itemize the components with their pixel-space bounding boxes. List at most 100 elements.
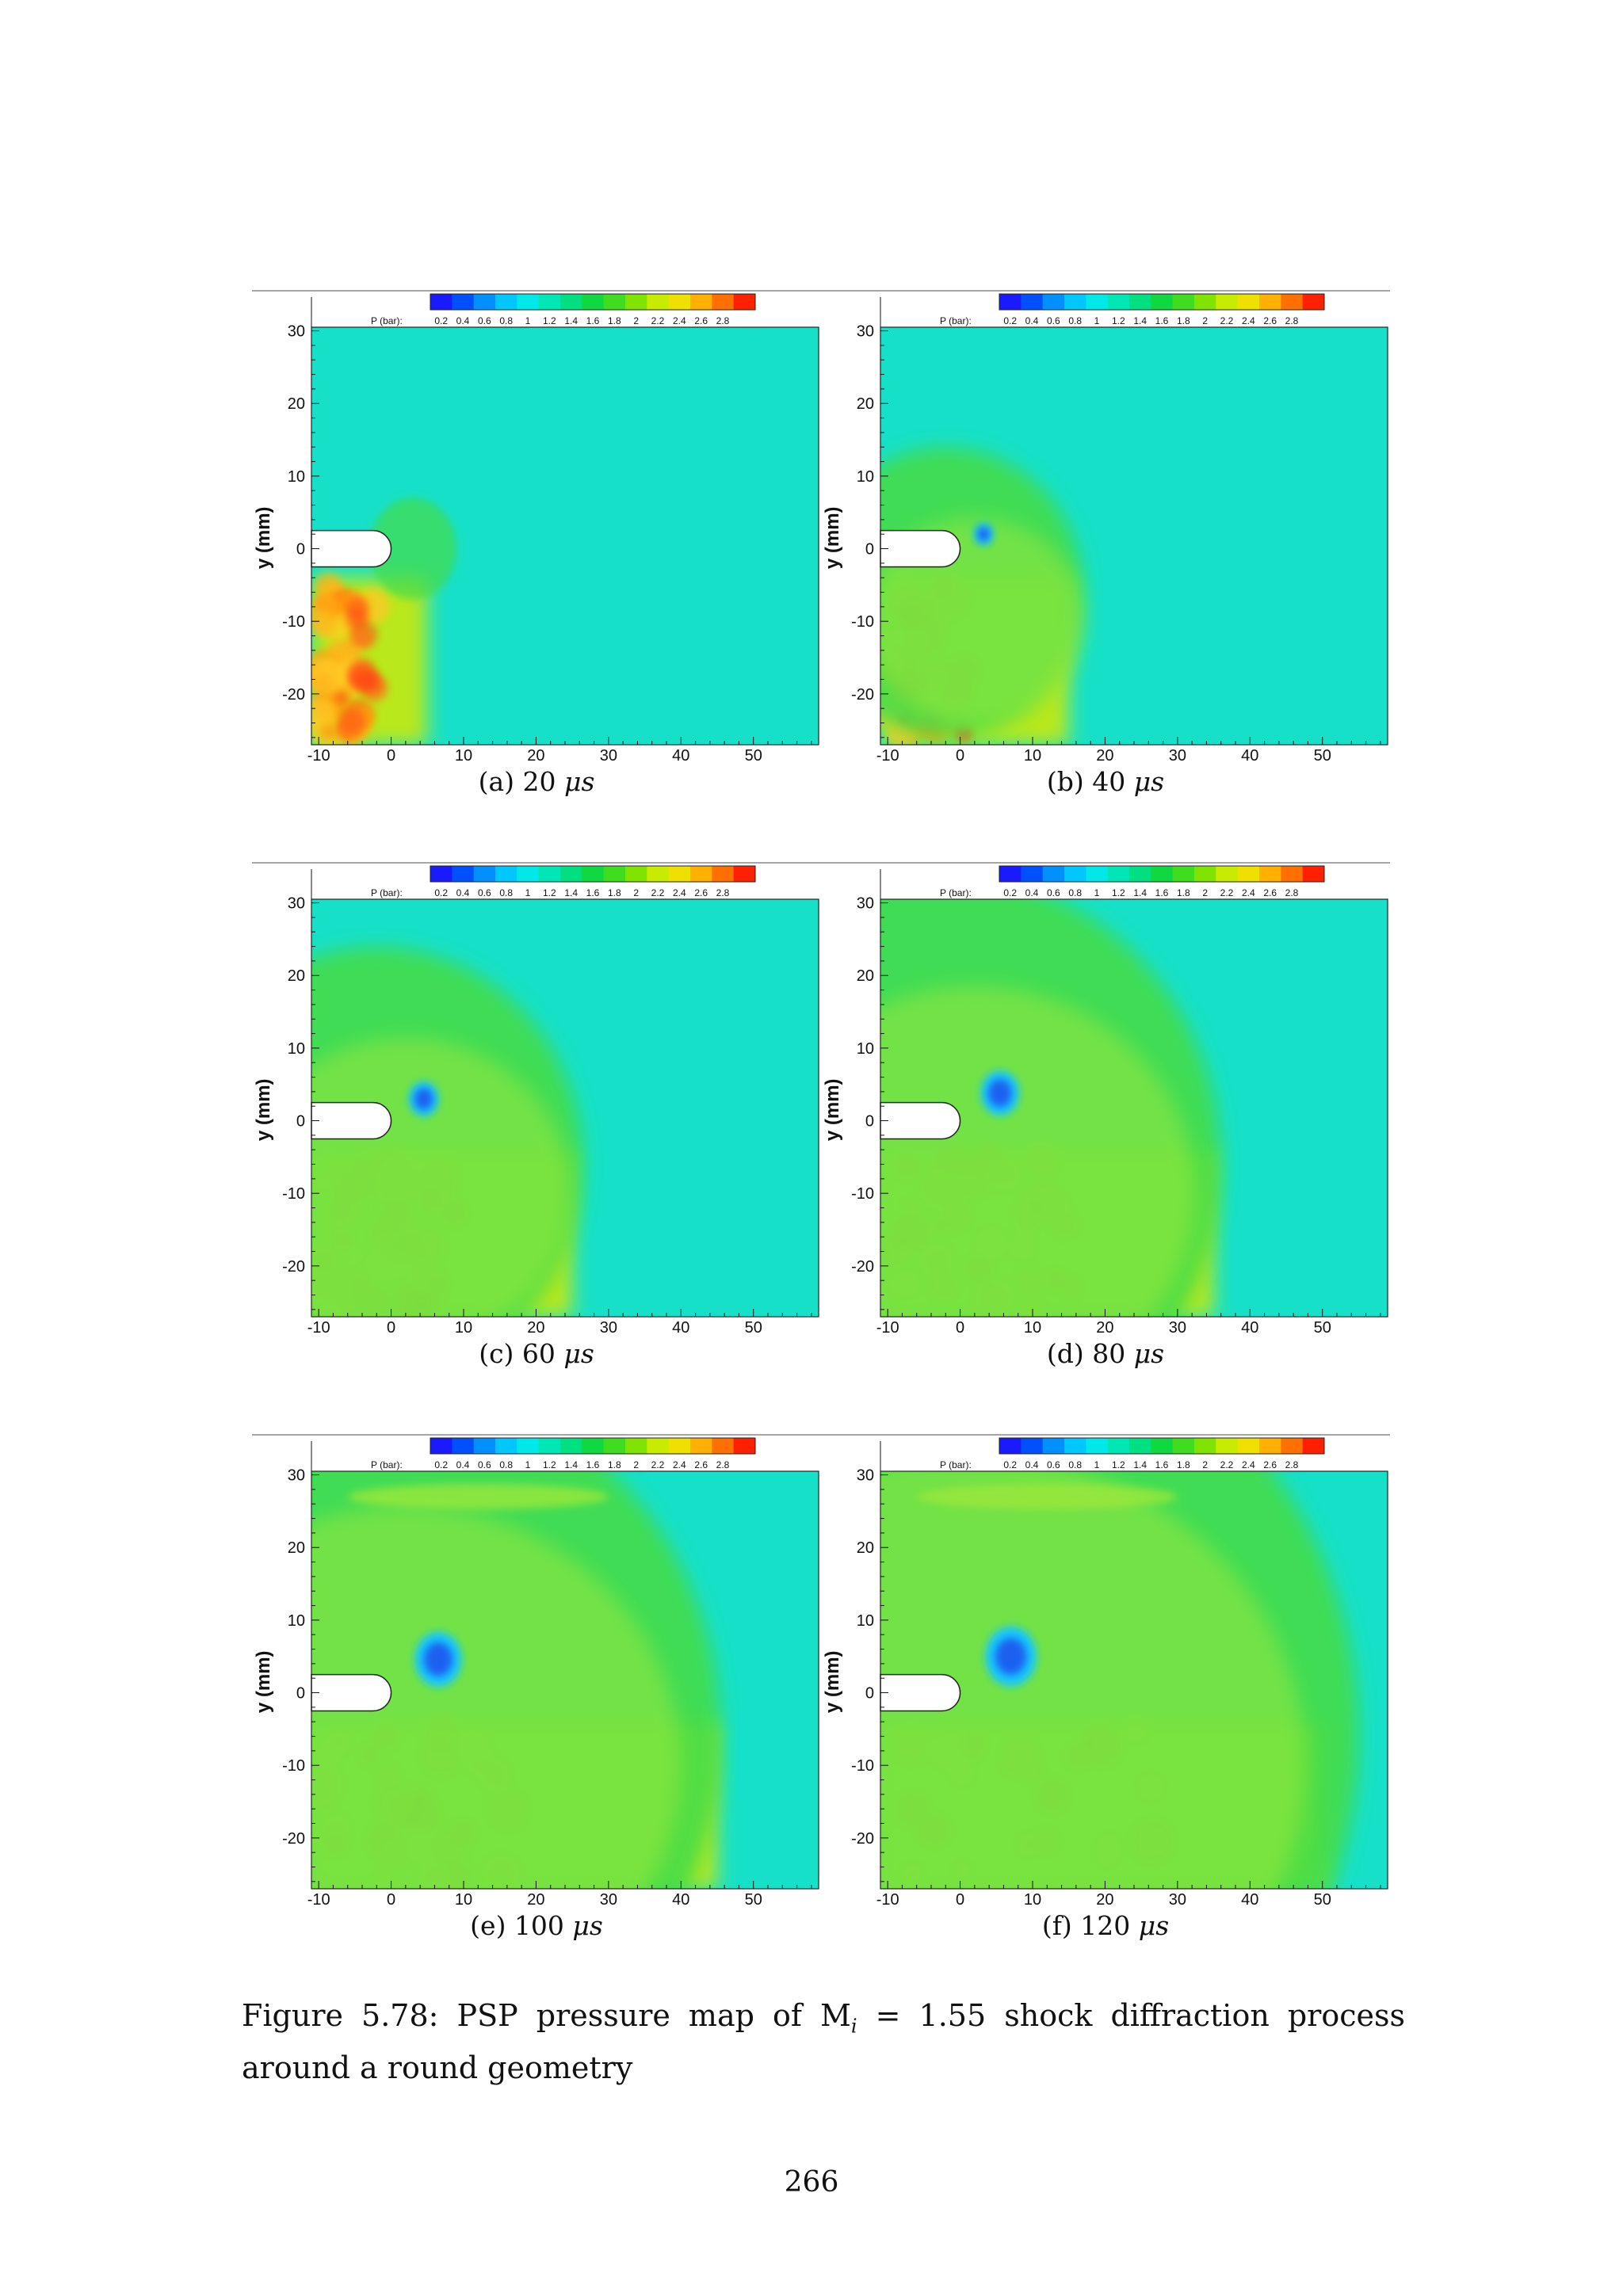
y-tick-label: 20	[857, 395, 874, 413]
colorbar-tick-label: 0.6	[1047, 887, 1060, 898]
x-tick-label: 20	[527, 1319, 544, 1337]
colorbar-tick-label: 1.2	[1112, 1459, 1125, 1470]
x-tick-label: 30	[600, 747, 617, 765]
colorbar-swatch	[999, 294, 1022, 310]
axes: -10 0 10 20 30 40 50 30 20 10 0 -10 -20 x (mm) y (mm)	[822, 1441, 1381, 1909]
colorbar-label: P (bar):	[940, 887, 972, 898]
colorbar-swatch	[1151, 294, 1174, 310]
y-axis-label: y (mm)	[253, 1650, 274, 1713]
colorbar-swatch	[625, 866, 647, 882]
colorbar-tick-label: 1.6	[586, 887, 600, 898]
colorbar-swatch	[495, 866, 517, 882]
colorbar-tick-label: 1.8	[608, 1459, 621, 1470]
colorbar-tick-label: 1	[525, 315, 531, 326]
colorbar-swatch	[1107, 866, 1130, 882]
figure-caption-subscript: i	[850, 2015, 857, 2038]
colorbar-swatch	[1064, 294, 1086, 310]
colorbar-tick-label: 0.6	[478, 1459, 491, 1470]
colorbar-tick-label: 0.8	[499, 315, 513, 326]
y-tick-label: 20	[857, 1539, 874, 1557]
colorbar-swatch	[999, 866, 1022, 882]
subfigure-label: (d) 80	[1046, 1338, 1134, 1369]
colorbar-tick-label: 2.2	[1220, 887, 1234, 898]
colorbar-swatch	[517, 866, 540, 882]
colorbar-tick-label: 2.6	[694, 315, 708, 326]
pressure-patch	[334, 691, 348, 704]
colorbar-tick-label: 2.4	[673, 1459, 686, 1470]
colorbar-swatch	[1237, 294, 1260, 310]
subfigure-caption: (a) 20 μs	[252, 766, 821, 797]
colorbar-tick-label: 1.4	[564, 1459, 578, 1470]
colorbar-swatch	[1086, 866, 1109, 882]
colorbar-tick-label: 2	[1202, 1459, 1208, 1470]
subfigure-label: (c) 60	[479, 1338, 564, 1369]
colorbar-swatch	[495, 294, 517, 310]
x-axis-label: x (mm)	[534, 1907, 597, 1909]
y-axis-label: y (mm)	[822, 1650, 843, 1713]
pressure-patch	[338, 708, 365, 735]
x-tick-label: 10	[1024, 1891, 1041, 1909]
colorbar-tick-label: 2.2	[651, 887, 665, 898]
colorbar-swatch	[1194, 294, 1216, 310]
colorbar-tick-label: 1.2	[543, 1459, 556, 1470]
colorbar-tick-label: 1	[525, 1459, 531, 1470]
colorbar-swatch	[668, 294, 691, 310]
subfigure-label: (f) 120	[1041, 1910, 1139, 1941]
subfigure-unit: μs	[563, 1338, 594, 1369]
colorbar-tick-label: 1.6	[1155, 887, 1169, 898]
x-tick-label: 0	[956, 1891, 964, 1909]
y-tick-label: -10	[851, 613, 874, 631]
colorbar-tick-label: 1.8	[1177, 1459, 1190, 1470]
colorbar-swatch	[560, 1438, 582, 1454]
expansion-region	[311, 1506, 682, 1889]
colorbar-swatch	[452, 294, 475, 310]
colorbar-tick-label: 0.4	[456, 887, 470, 898]
colorbar-tick-label: 2.8	[1285, 1459, 1299, 1470]
y-tick-label: 10	[857, 1612, 874, 1630]
colorbar-swatch	[690, 866, 712, 882]
colorbar-swatch	[473, 866, 496, 882]
pressure-patch	[349, 620, 378, 649]
colorbar-tick-label: 0.6	[1047, 1459, 1060, 1470]
round-geometry	[880, 529, 961, 568]
colorbar-swatch	[1021, 866, 1044, 882]
colorbar-swatch	[538, 866, 561, 882]
x-tick-label: 30	[1169, 747, 1186, 765]
y-tick-label: -20	[282, 1258, 305, 1276]
x-tick-label: 50	[745, 1319, 762, 1337]
colorbar-tick-label: 0.2	[434, 1459, 448, 1470]
colorbar-swatch	[517, 294, 540, 310]
colorbar-tick-label: 0.4	[1025, 887, 1039, 898]
colorbar-tick-label: 1	[1094, 887, 1100, 898]
x-tick-label: 10	[455, 1319, 472, 1337]
colorbar-tick-label: 2.6	[1263, 1459, 1277, 1470]
colorbar-swatch	[560, 866, 582, 882]
colorbar-swatch	[1064, 1438, 1086, 1454]
colorbar-tick-label: 0.4	[1025, 315, 1039, 326]
pressure-field	[311, 899, 819, 1317]
colorbar-tick-label: 2.6	[694, 1459, 708, 1470]
y-tick-label: 10	[288, 468, 305, 486]
figure-caption-prefix: Figure 5.78:	[242, 1998, 439, 2033]
colorbar-tick-label: 1.2	[543, 887, 556, 898]
colorbar-tick-label: 0.2	[434, 315, 448, 326]
colorbar-swatch	[712, 294, 735, 310]
colorbar-tick-label: 0.4	[1025, 1459, 1039, 1470]
x-tick-label: 40	[672, 1891, 689, 1909]
colorbar-tick-label: 1	[525, 887, 531, 898]
round-geometry	[311, 1673, 392, 1712]
colorbar-swatch	[668, 866, 691, 882]
x-tick-label: 40	[1241, 747, 1258, 765]
x-tick-label: 30	[1169, 1891, 1186, 1909]
colorbar-swatch	[603, 294, 626, 310]
x-tick-label: 40	[1241, 1319, 1258, 1337]
x-tick-label: 0	[956, 1319, 964, 1337]
colorbar-tick-label: 1.8	[608, 887, 621, 898]
y-tick-label: 10	[288, 1040, 305, 1058]
colorbar-tick-label: 2	[633, 315, 639, 326]
colorbar-swatch	[1086, 1438, 1109, 1454]
colorbar-swatch	[582, 1438, 605, 1454]
colorbar-swatch	[1194, 866, 1216, 882]
y-tick-label: 30	[288, 1467, 305, 1485]
colorbar-tick-label: 2.8	[716, 887, 730, 898]
